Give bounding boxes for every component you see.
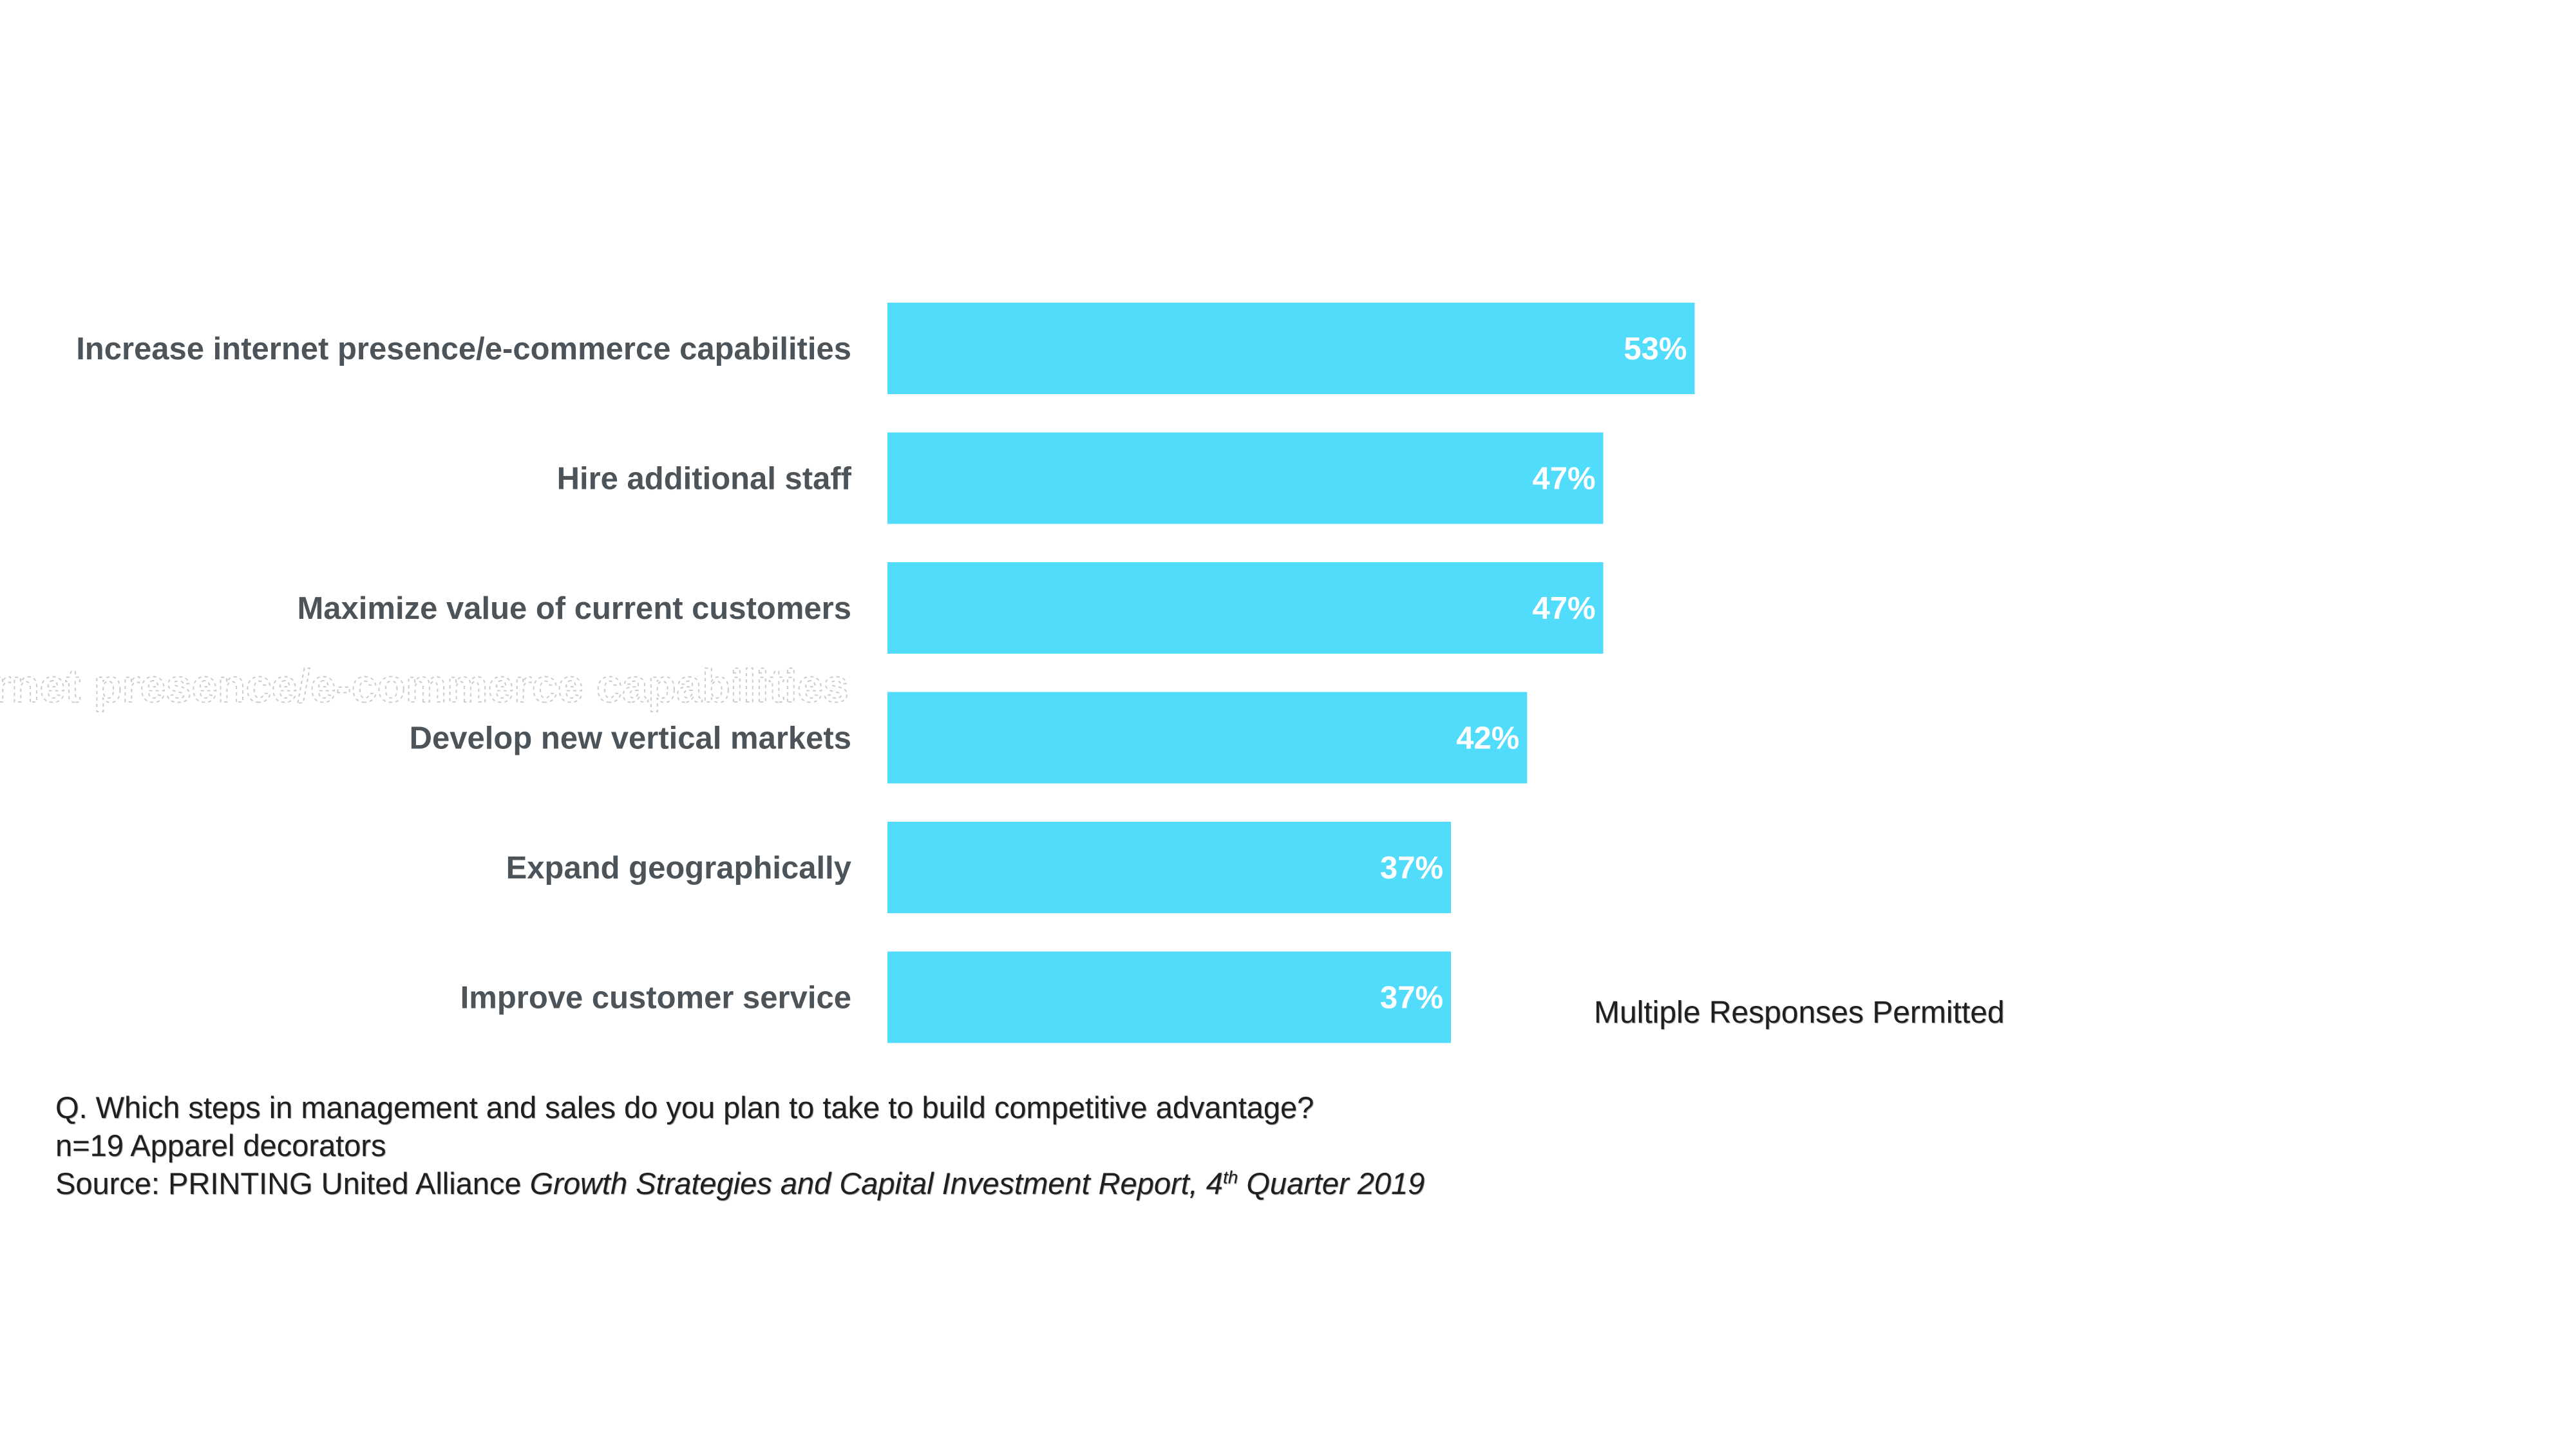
ghost-overlay-text: Increase internet presence/e-commerce ca…	[0, 661, 849, 712]
bars-group: Increase internet presence/e-commerce ca…	[76, 303, 1695, 1043]
survey-question: Q. Which steps in management and sales d…	[55, 1090, 1314, 1124]
value-label: 47%	[1532, 591, 1595, 626]
chart-footer: Q. Which steps in management and sales d…	[55, 1088, 1425, 1202]
source-prefix: Source: PRINTING United Alliance	[55, 1166, 530, 1200]
bar	[887, 692, 1528, 784]
sample-size: n=19 Apparel decorators	[55, 1128, 386, 1162]
category-label: Maximize value of current customers	[297, 591, 851, 626]
bar	[887, 822, 1452, 913]
category-label: Expand geographically	[506, 851, 851, 886]
source-superscript: th	[1222, 1167, 1238, 1188]
source-line: Source: PRINTING United Alliance Growth …	[55, 1164, 1425, 1202]
value-label: 47%	[1532, 462, 1595, 497]
source-title: Growth Strategies and Capital Investment…	[529, 1166, 1425, 1200]
value-label: 37%	[1380, 981, 1443, 1016]
bar	[887, 432, 1604, 524]
category-label: Increase internet presence/e-commerce ca…	[76, 332, 851, 366]
source-suffix: Quarter 2019	[1238, 1166, 1425, 1200]
multiple-responses-note: Multiple Responses Permitted	[1594, 996, 2005, 1030]
bar	[887, 951, 1452, 1043]
category-label: Improve customer service	[460, 981, 851, 1016]
value-label: 37%	[1380, 851, 1443, 886]
value-label: 42%	[1456, 721, 1519, 756]
category-label: Develop new vertical markets	[410, 721, 851, 756]
value-label: 53%	[1624, 332, 1687, 366]
bar	[887, 562, 1604, 654]
bar	[887, 303, 1695, 394]
category-label: Hire additional staff	[557, 462, 852, 497]
